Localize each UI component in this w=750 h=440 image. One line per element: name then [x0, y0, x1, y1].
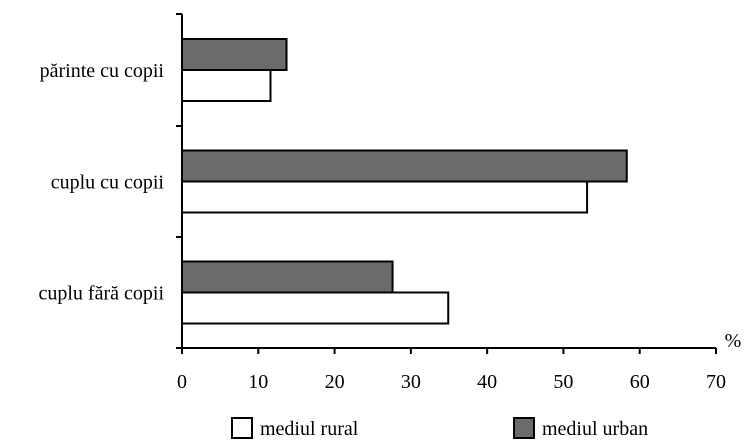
legend-label-mediul-rural: mediul rural: [260, 418, 359, 440]
x-tick-label: 0: [177, 371, 187, 393]
bar-mediul-urban-parinte-cu-copii: [181, 38, 288, 71]
x-tick-label: 20: [325, 371, 345, 393]
x-tick-label: 40: [477, 371, 497, 393]
legend-label-mediul-urban: mediul urban: [542, 418, 648, 440]
x-tick-label: 60: [630, 371, 650, 393]
bar-mediul-rural-cuplu-fara-copii: [181, 291, 450, 325]
legend-swatch-mediul-rural: [231, 417, 253, 439]
bar-mediul-urban-cuplu-fara-copii: [181, 260, 394, 294]
legend: mediul rural mediul urban: [231, 417, 648, 440]
category-label: cuplu fără copii: [39, 283, 165, 305]
category-labels: părinte cu copii cuplu cu copii cuplu fără…: [39, 60, 165, 305]
x-tick-label: 10: [248, 371, 268, 393]
tick-labels: 0 10 20 30 40 50 60 70: [177, 371, 726, 393]
axes-group: [176, 13, 717, 354]
legend-swatch-mediul-urban: [513, 417, 535, 439]
x-axis-unit: %: [725, 330, 742, 352]
bar-mediul-rural-cuplu-cu-copii: [181, 180, 589, 214]
x-tick-label: 70: [706, 371, 726, 393]
category-label: părinte cu copii: [40, 60, 165, 82]
bar-mediul-rural-parinte-cu-copii: [181, 69, 272, 102]
category-label: cuplu cu copii: [51, 172, 165, 194]
bar-mediul-urban-cuplu-cu-copii: [181, 149, 628, 183]
x-tick-label: 30: [401, 371, 421, 393]
x-tick-label: 50: [553, 371, 573, 393]
bars-group: [181, 38, 628, 325]
